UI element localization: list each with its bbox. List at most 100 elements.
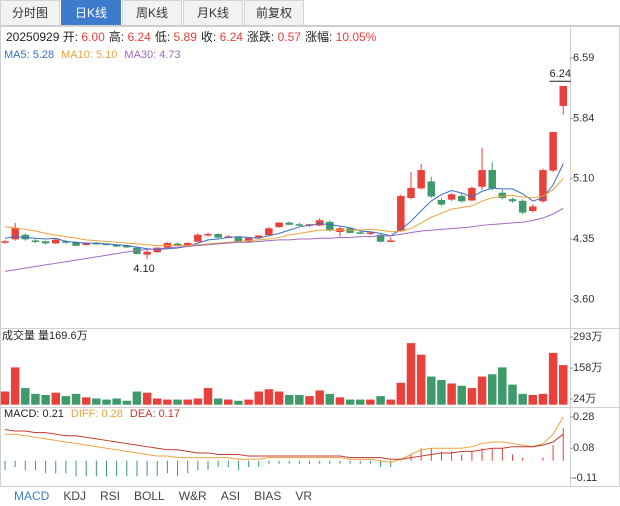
volume-bar xyxy=(477,376,487,405)
quote-value: 0.57 xyxy=(277,30,301,44)
candle-body xyxy=(285,222,293,225)
quote-info: 20250929 开: 6.00 高: 6.24 低: 5.89 收: 6.24 涨跌:… xyxy=(6,28,380,45)
macd-line xyxy=(5,416,564,463)
price-annotation: 4.10 xyxy=(133,263,154,275)
y-tick-label: 24万 xyxy=(573,393,596,405)
volume-bar xyxy=(508,384,517,405)
volume-bar xyxy=(467,388,477,405)
volume-bar xyxy=(153,398,162,405)
candle-body xyxy=(315,220,324,226)
volume-bar xyxy=(71,393,81,405)
indicator-tab[interactable]: ASI xyxy=(220,489,241,503)
candle-body xyxy=(31,240,40,242)
volume-bar xyxy=(406,343,416,405)
quote-date: 20250929 xyxy=(6,30,60,44)
y-tick-label: 3.60 xyxy=(573,294,594,306)
volume-bar xyxy=(203,388,213,405)
legend-entry: MA30: 4.73 xyxy=(124,49,180,61)
candle-body xyxy=(488,170,496,189)
indicator-tab[interactable]: RSI xyxy=(100,489,121,503)
candle-body xyxy=(275,222,283,228)
candle-body xyxy=(518,200,527,213)
volume-bar xyxy=(163,399,172,405)
candle-body xyxy=(437,199,446,205)
legend-entry: DIFF: 0.28 xyxy=(71,408,123,420)
candle-body xyxy=(468,187,476,201)
candle-body xyxy=(447,194,456,200)
period-tab[interactable]: 日K线 xyxy=(61,0,121,25)
indicator-tab[interactable]: KDJ xyxy=(63,489,87,503)
volume-bar xyxy=(335,397,345,405)
quote-label: 开: xyxy=(62,30,79,44)
ma-line xyxy=(4,178,564,247)
price-annotation: 6.24 xyxy=(550,68,571,80)
candle-body xyxy=(458,195,466,202)
quote-label: 涨幅: xyxy=(304,30,333,44)
y-tick-label: -0.11 xyxy=(573,472,597,484)
candle-body xyxy=(143,251,151,255)
legend-entry: MACD: 0.21 xyxy=(4,408,64,420)
volume-bar xyxy=(518,393,527,405)
candle-body xyxy=(1,241,9,243)
period-tab[interactable]: 分时图 xyxy=(0,0,60,25)
volume-bar xyxy=(213,398,223,405)
y-tick-label: 5.84 xyxy=(573,112,594,124)
volume-bar xyxy=(112,398,121,405)
volume-bar xyxy=(102,399,111,405)
period-tab[interactable]: 月K线 xyxy=(183,0,243,25)
candle-body xyxy=(183,242,192,245)
volume-bar xyxy=(21,388,30,405)
candle-body xyxy=(478,170,486,187)
volume-bar xyxy=(325,393,335,405)
candle-body xyxy=(529,206,537,212)
candle-body xyxy=(194,234,202,242)
volume-bar xyxy=(254,391,263,405)
volume-bar xyxy=(244,399,253,405)
period-tabs: 分时图 日K线 周K线 月K线 前复权 xyxy=(0,0,620,26)
period-tab[interactable]: 前复权 xyxy=(244,0,304,25)
candle-body xyxy=(397,195,405,232)
volume-bar xyxy=(376,396,385,405)
volume-bar xyxy=(10,367,20,405)
candle-body xyxy=(539,170,547,202)
volume-bar xyxy=(142,392,152,405)
volume-bar xyxy=(345,399,355,405)
candle-body xyxy=(326,221,334,231)
candle-body xyxy=(386,240,395,242)
volume-bar xyxy=(559,365,568,405)
volume-bar xyxy=(457,385,466,405)
quote-value: 10.05% xyxy=(335,30,377,44)
indicator-tab[interactable]: W&R xyxy=(178,489,207,503)
quote-label: 涨跌: xyxy=(246,30,275,44)
y-tick-label: 6.59 xyxy=(573,52,594,64)
volume-bar xyxy=(528,395,538,405)
period-tab[interactable]: 周K线 xyxy=(122,0,182,25)
ma-line xyxy=(4,163,564,251)
indicator-tab[interactable]: MACD xyxy=(14,489,50,503)
quote-value: 6.24 xyxy=(219,30,243,44)
indicator-tab[interactable]: BIAS xyxy=(254,489,282,503)
volume-bar xyxy=(31,393,40,405)
candle-body xyxy=(265,228,273,236)
quote-label: 收: xyxy=(200,30,217,44)
candle-body xyxy=(366,232,375,234)
candle-body xyxy=(376,234,385,242)
volume-bar xyxy=(193,398,203,405)
candle-body xyxy=(295,224,304,226)
volume-bar xyxy=(234,400,243,405)
quote-label: 高: xyxy=(108,30,125,44)
panel-title: 成交量 量169.6万 xyxy=(2,328,88,342)
volume-bar xyxy=(92,398,101,405)
candle-body xyxy=(427,181,436,197)
indicator-tab[interactable]: VR xyxy=(295,489,313,503)
volume-bar xyxy=(548,352,558,405)
quote-label: 低: xyxy=(154,30,171,44)
candle-body xyxy=(407,187,415,199)
candle-body xyxy=(549,132,557,171)
volume-bar xyxy=(498,367,507,405)
indicator-tab[interactable]: BOLL xyxy=(134,489,165,503)
candle-body xyxy=(244,237,253,242)
volume-bar xyxy=(396,382,406,405)
